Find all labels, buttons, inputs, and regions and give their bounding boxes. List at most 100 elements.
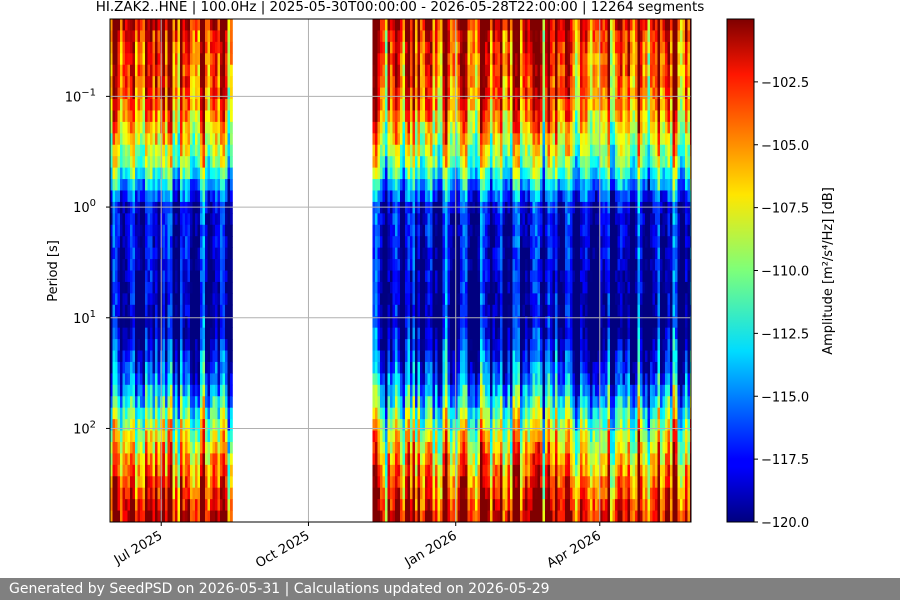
heatmap-cell — [215, 373, 218, 386]
heatmap-cell — [170, 350, 173, 363]
heatmap-cell — [487, 201, 491, 214]
heatmap-cell — [462, 76, 466, 88]
heatmap-cell — [487, 464, 491, 477]
heatmap-cell — [464, 121, 468, 134]
heatmap-cell — [424, 156, 428, 169]
heatmap-cell — [529, 64, 533, 77]
heatmap-cell — [474, 213, 478, 226]
heatmap-cell — [167, 30, 171, 43]
heatmap-cell — [130, 327, 133, 340]
heatmap-cell — [447, 213, 451, 226]
heatmap-cell — [122, 133, 126, 146]
heatmap-cell — [197, 64, 201, 77]
heatmap-cell — [112, 293, 116, 306]
heatmap-cell — [120, 19, 123, 31]
heatmap-cell — [392, 304, 396, 317]
heatmap-cell — [225, 316, 228, 329]
heatmap-cell — [215, 327, 218, 340]
heatmap-cell — [457, 384, 461, 397]
heatmap-cell — [170, 213, 173, 226]
heatmap-cell — [484, 407, 488, 420]
heatmap-cell — [165, 441, 168, 454]
heatmap-cell — [142, 350, 146, 363]
heatmap-cell — [135, 133, 138, 146]
heatmap-cell — [172, 430, 176, 443]
heatmap-cell — [447, 53, 451, 66]
heatmap-cell — [407, 361, 411, 374]
heatmap-cell — [165, 30, 168, 43]
heatmap-cell — [434, 30, 438, 43]
heatmap-cell — [155, 419, 158, 431]
heatmap-cell — [472, 224, 476, 237]
heatmap-cell — [202, 499, 206, 511]
heatmap-cell — [217, 441, 221, 454]
heatmap-cell — [437, 156, 441, 169]
heatmap-cell — [132, 510, 136, 522]
heatmap-cell — [217, 293, 221, 306]
heatmap-cell — [175, 41, 178, 54]
heatmap-cell — [175, 236, 178, 249]
heatmap-cell — [115, 30, 118, 43]
heatmap-cell — [407, 179, 411, 191]
heatmap-cell — [474, 236, 478, 249]
heatmap-cell — [497, 110, 501, 123]
heatmap-cell — [185, 281, 188, 294]
heatmap-cell — [512, 190, 516, 203]
heatmap-cell — [512, 373, 516, 386]
heatmap-cell — [195, 190, 198, 203]
heatmap-cell — [165, 247, 168, 260]
heatmap-cell — [519, 19, 523, 31]
heatmap-cell — [437, 190, 441, 203]
heatmap-cell — [190, 373, 193, 386]
heatmap-cell — [162, 30, 166, 43]
heatmap-cell — [422, 396, 426, 409]
heatmap-cell — [165, 133, 168, 146]
heatmap-cell — [150, 316, 153, 329]
heatmap-cell — [529, 384, 533, 397]
heatmap-cell — [529, 201, 533, 214]
heatmap-cell — [212, 441, 216, 454]
heatmap-cell — [512, 30, 516, 43]
heatmap-cell — [142, 430, 146, 443]
heatmap-cell — [394, 350, 398, 363]
heatmap-cell — [487, 327, 491, 340]
heatmap-cell — [524, 464, 528, 477]
heatmap-cell — [419, 236, 423, 249]
heatmap-cell — [392, 259, 396, 271]
heatmap-cell — [145, 350, 148, 363]
heatmap-cell — [155, 476, 158, 489]
heatmap-cell — [507, 64, 511, 77]
heatmap-cell — [497, 41, 501, 54]
heatmap-cell — [200, 293, 203, 306]
heatmap-cell — [442, 350, 446, 363]
heatmap-cell — [399, 487, 403, 500]
heatmap-cell — [409, 64, 413, 77]
heatmap-cell — [509, 499, 513, 511]
heatmap-cell — [439, 133, 443, 146]
heatmap-cell — [412, 213, 416, 226]
heatmap-cell — [152, 487, 156, 500]
heatmap-cell — [414, 453, 418, 466]
heatmap-cell — [372, 270, 376, 283]
heatmap-cell — [467, 133, 471, 146]
heatmap-cell — [477, 384, 481, 397]
heatmap-cell — [464, 327, 468, 340]
heatmap-cell — [417, 510, 421, 522]
heatmap-cell — [427, 190, 431, 203]
heatmap-cell — [217, 350, 221, 363]
heatmap-cell — [512, 419, 516, 431]
heatmap-cell — [394, 476, 398, 489]
heatmap-cell — [529, 99, 533, 111]
heatmap-cell — [512, 179, 516, 191]
heatmap-cell — [190, 19, 193, 31]
heatmap-cell — [140, 259, 143, 271]
heatmap-cell — [172, 19, 176, 31]
heatmap-cell — [155, 304, 158, 317]
heatmap-cell — [529, 30, 533, 43]
heatmap-cell — [524, 510, 528, 522]
heatmap-cell — [407, 339, 411, 351]
heatmap-cell — [142, 64, 146, 77]
heatmap-cell — [464, 350, 468, 363]
heatmap-cell — [499, 270, 503, 283]
heatmap-cell — [474, 464, 478, 477]
